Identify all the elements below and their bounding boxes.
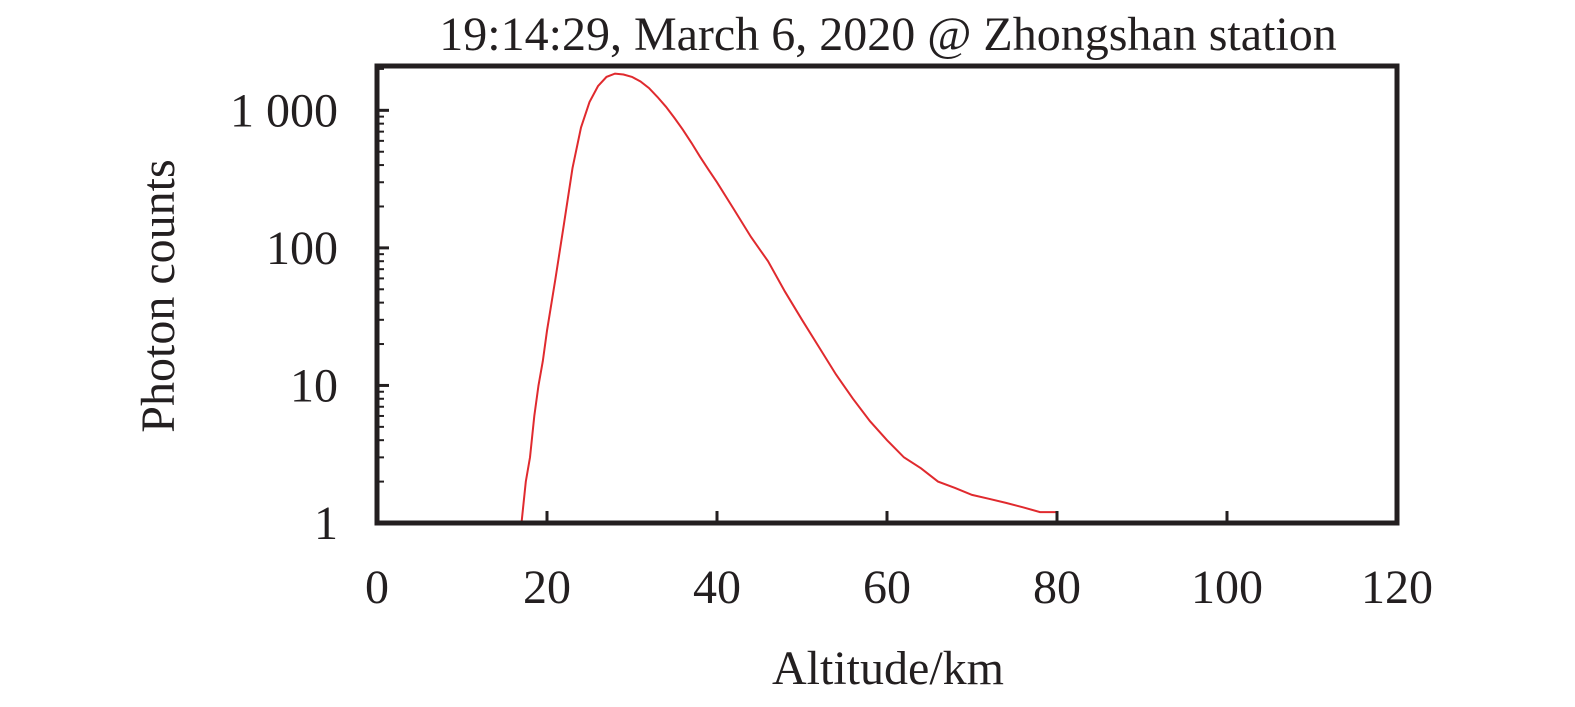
y-tick-label: 10 bbox=[290, 359, 338, 412]
x-axis: 0 20 40 60 80 100 120 bbox=[365, 511, 1433, 614]
series-line bbox=[520, 72, 1057, 524]
plot-area bbox=[520, 72, 1057, 524]
y-axis: 1 10 100 1 000 bbox=[230, 67, 389, 550]
x-tick-label: 0 bbox=[365, 561, 389, 614]
y-axis-label: Photon counts bbox=[132, 159, 185, 432]
x-axis-label: Altitude/km bbox=[772, 642, 1004, 695]
x-tick-label: 40 bbox=[693, 561, 741, 614]
x-tick-label: 20 bbox=[523, 561, 571, 614]
x-tick-label: 60 bbox=[863, 561, 911, 614]
y-tick-label: 100 bbox=[266, 222, 338, 275]
chart-title: 19:14:29, March 6, 2020 @ Zhongshan stat… bbox=[439, 8, 1336, 61]
x-tick-label: 120 bbox=[1361, 561, 1433, 614]
x-tick-label: 80 bbox=[1033, 561, 1081, 614]
x-tick-label: 100 bbox=[1191, 561, 1263, 614]
y-tick-label: 1 bbox=[314, 497, 338, 550]
y-tick-label: 1 000 bbox=[230, 84, 338, 137]
